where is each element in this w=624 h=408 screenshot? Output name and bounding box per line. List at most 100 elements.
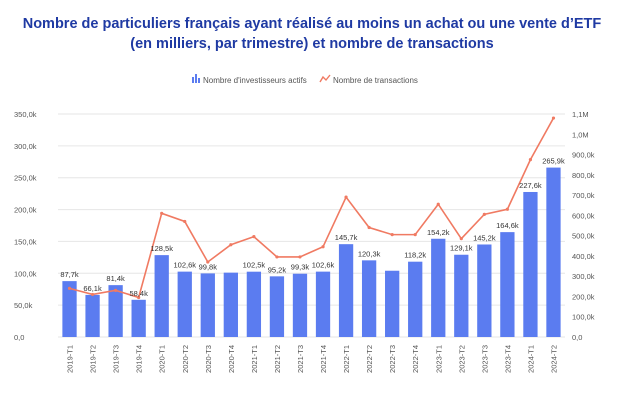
line-point [436, 202, 440, 206]
y-right-tick-label: 800,0k [572, 171, 595, 180]
bar-data-label: 66,1k [83, 284, 102, 293]
y-left-tick-label: 100,0k [14, 269, 37, 278]
line-point [160, 211, 164, 215]
bar [431, 238, 446, 337]
x-tick-label: 2019-T4 [135, 345, 144, 373]
line-point [229, 243, 233, 247]
y-right-tick-label: 300,0k [572, 272, 595, 281]
y-left-tick-label: 300,0k [14, 142, 37, 151]
bar [200, 273, 215, 337]
y-right-tick-label: 400,0k [572, 252, 595, 261]
x-tick-label: 2020-T1 [158, 345, 167, 373]
line-point [137, 295, 141, 300]
bar [62, 281, 77, 337]
bar-data-label: 99,8k [199, 262, 218, 271]
line-point [551, 116, 556, 120]
line-point [183, 219, 187, 224]
chart-title-line1: Nombre de particuliers français ayant ré… [22, 16, 602, 32]
bar-data-label: 81,4k [106, 274, 125, 283]
line-point [298, 255, 302, 259]
chart-title-line2: (en milliers, par trimestre) et nombre d… [130, 36, 494, 52]
legend-label-transactions: Nombre de transactions [333, 76, 418, 85]
bar [361, 260, 377, 337]
x-tick-label: 2021-T3 [296, 345, 305, 373]
x-tick-label: 2019-T1 [66, 345, 75, 373]
x-tick-label: 2021-T2 [273, 345, 282, 373]
bar [269, 276, 285, 337]
bar [477, 244, 492, 337]
chart-title: Nombre de particuliers français ayant ré… [0, 14, 624, 54]
x-tick-label: 2023-T3 [480, 345, 489, 373]
x-tick-label: 2019-T3 [112, 345, 121, 373]
line-point [321, 245, 325, 249]
bar-data-label: 87,7k [60, 270, 79, 279]
line-point [252, 235, 256, 239]
line-point [114, 288, 118, 292]
x-tick-label: 2023-T1 [434, 345, 443, 373]
line-point [367, 225, 371, 230]
y-left-tick-label: 150,0k [14, 237, 37, 246]
x-tick-label: 2022-T3 [388, 345, 397, 373]
bar [131, 299, 146, 337]
x-tick-label: 2021-T1 [250, 345, 259, 373]
bar-data-label: 118,2k [404, 251, 426, 260]
y-right-tick-label: 0,0 [572, 333, 582, 342]
bar-data-label: 95,2k [268, 265, 287, 274]
line-point [482, 212, 486, 216]
y-right-tick-label: 100,0k [572, 313, 595, 322]
bar [500, 232, 515, 337]
x-tick-label: 2023-T2 [457, 345, 466, 373]
bar [246, 271, 262, 337]
bar-data-label: 265,9k [542, 157, 565, 166]
line-point [206, 260, 210, 264]
bar [85, 294, 100, 337]
x-tick-label: 2021-T4 [319, 345, 328, 373]
bar-data-label: 227,6k [519, 181, 542, 190]
y-left-tick-label: 0,0 [14, 333, 24, 342]
bar-data-label: 120,3k [358, 249, 381, 258]
bar-data-label: 99,3k [291, 263, 310, 272]
y-right-tick-label: 600,0k [572, 211, 595, 220]
y-right-tick-label: 900,0k [572, 151, 595, 160]
bar [108, 285, 123, 337]
x-tick-label: 2022-T4 [411, 345, 420, 373]
bar-data-label: 164,6k [496, 221, 519, 230]
legend-line-icon [319, 74, 331, 83]
x-tick-label: 2020-T2 [181, 345, 190, 373]
bar-data-label: 102,5k [243, 261, 266, 270]
y-left-tick-label: 350,0k [14, 110, 37, 119]
line-point [413, 233, 417, 237]
legend-bar-icon [192, 77, 194, 83]
legend-label-investors: Nombre d'investisseurs actifs [203, 76, 307, 85]
bar [292, 273, 308, 337]
bar [385, 270, 400, 337]
y-left-tick-label: 200,0k [14, 206, 37, 215]
bar [154, 255, 169, 337]
x-tick-label: 2022-T1 [342, 345, 351, 373]
x-tick-label: 2024-T2 [549, 345, 558, 373]
line-point [459, 237, 463, 241]
y-right-tick-label: 200,0k [572, 292, 595, 301]
bar-data-label: 128,5k [150, 244, 173, 253]
line-point [528, 158, 533, 162]
y-left-tick-label: 50,0k [14, 301, 33, 310]
x-tick-label: 2020-T3 [204, 345, 213, 373]
bar [177, 271, 192, 337]
x-tick-label: 2020-T4 [227, 345, 236, 373]
y-right-tick-label: 700,0k [572, 191, 595, 200]
line-point [344, 195, 348, 199]
bar [546, 167, 561, 337]
legend-bar-icon [195, 74, 197, 83]
bar [315, 271, 331, 337]
x-tick-label: 2022-T2 [365, 345, 374, 373]
bar-data-label: 145,7k [335, 233, 358, 242]
line-point [275, 255, 279, 259]
line-point [67, 286, 72, 290]
bar-data-label: 102,6k [173, 261, 196, 270]
bar-data-label: 129,1k [450, 244, 473, 253]
bar [454, 254, 469, 337]
y-right-tick-label: 1,1M [572, 110, 589, 119]
bar [338, 244, 354, 337]
bar [523, 191, 538, 337]
